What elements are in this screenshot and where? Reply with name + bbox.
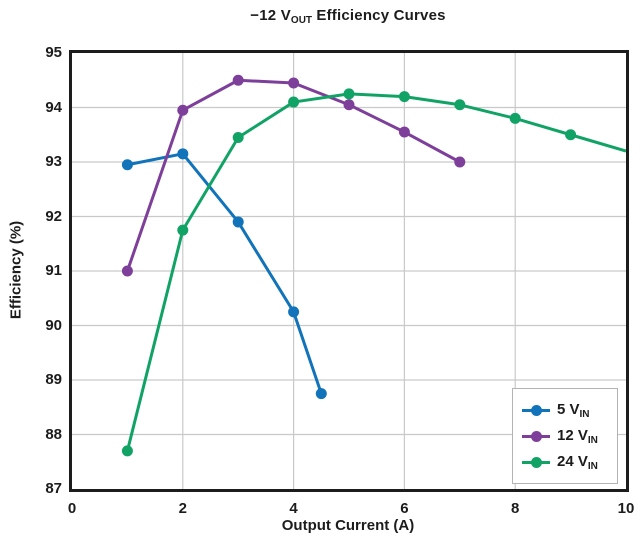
x-tick-label: 4: [289, 500, 298, 517]
legend-marker-icon: [522, 404, 550, 416]
x-tick-label: 8: [511, 500, 520, 517]
x-tick-label: 0: [67, 500, 77, 517]
y-tick-label: 91: [45, 262, 62, 279]
y-tick-label: 93: [45, 153, 62, 170]
x-tick-label: 10: [617, 500, 635, 517]
legend-dot: [530, 430, 542, 442]
data-point-24-vin: [509, 112, 521, 124]
data-point-24-vin: [121, 445, 133, 457]
plot-area: [69, 50, 629, 492]
x-tick-label: 2: [178, 500, 187, 517]
legend-dot: [530, 456, 542, 468]
legend-dot: [530, 404, 542, 416]
legend-label: 12 VIN: [557, 426, 598, 446]
data-point-24-vin: [232, 131, 244, 143]
y-tick-label: 88: [45, 425, 62, 443]
data-point-12-vin: [398, 126, 410, 138]
legend-box: 5 VIN 12 VIN 24 VIN: [512, 388, 618, 484]
data-point-12-vin: [177, 104, 189, 116]
chart-canvas: [72, 53, 626, 489]
legend-item-12-vin: 12 VIN: [522, 423, 617, 449]
y-tick-label: 89: [45, 371, 62, 388]
y-tick-label: 95: [45, 44, 62, 61]
x-tick-label: 6: [400, 500, 409, 517]
legend-label: 24 VIN: [557, 452, 598, 472]
data-point-12-vin: [454, 156, 466, 168]
chart-title-suffix: Efficiency Curves: [312, 7, 446, 24]
y-tick-label: 90: [45, 316, 62, 334]
chart-title: −12 VOUT Efficiency Curves: [69, 7, 627, 26]
data-point-24-vin: [288, 96, 300, 108]
data-point-5-vin: [121, 159, 133, 171]
data-point-12-vin: [343, 99, 355, 111]
x-axis-label: Output Current (A): [281, 517, 415, 534]
data-point-24-vin: [454, 99, 466, 111]
data-point-5-vin: [315, 388, 327, 400]
y-tick-label: 92: [45, 207, 62, 225]
data-point-5-vin: [177, 148, 189, 160]
series-line-24-vin: [125, 92, 626, 452]
data-point-24-vin: [177, 224, 189, 236]
legend-marker-icon: [522, 456, 550, 468]
legend-item-24-vin: 24 VIN: [522, 449, 617, 475]
chart-title-prefix: −12 V: [250, 7, 291, 24]
chart-title-subscript: OUT: [290, 15, 313, 26]
data-point-12-vin: [121, 265, 133, 277]
y-tick-label: 94: [45, 98, 62, 116]
y-tick-label: 87: [45, 480, 62, 497]
data-point-24-vin: [343, 88, 355, 100]
data-point-24-vin: [398, 91, 410, 103]
data-point-5-vin: [288, 306, 300, 318]
legend-marker-icon: [522, 430, 550, 442]
legend-label: 5 VIN: [557, 400, 590, 420]
legend-item-5-vin: 5 VIN: [522, 397, 617, 423]
data-point-5-vin: [232, 216, 244, 228]
data-point-12-vin: [288, 77, 300, 89]
data-point-24-vin: [565, 129, 577, 141]
data-point-12-vin: [232, 74, 244, 86]
